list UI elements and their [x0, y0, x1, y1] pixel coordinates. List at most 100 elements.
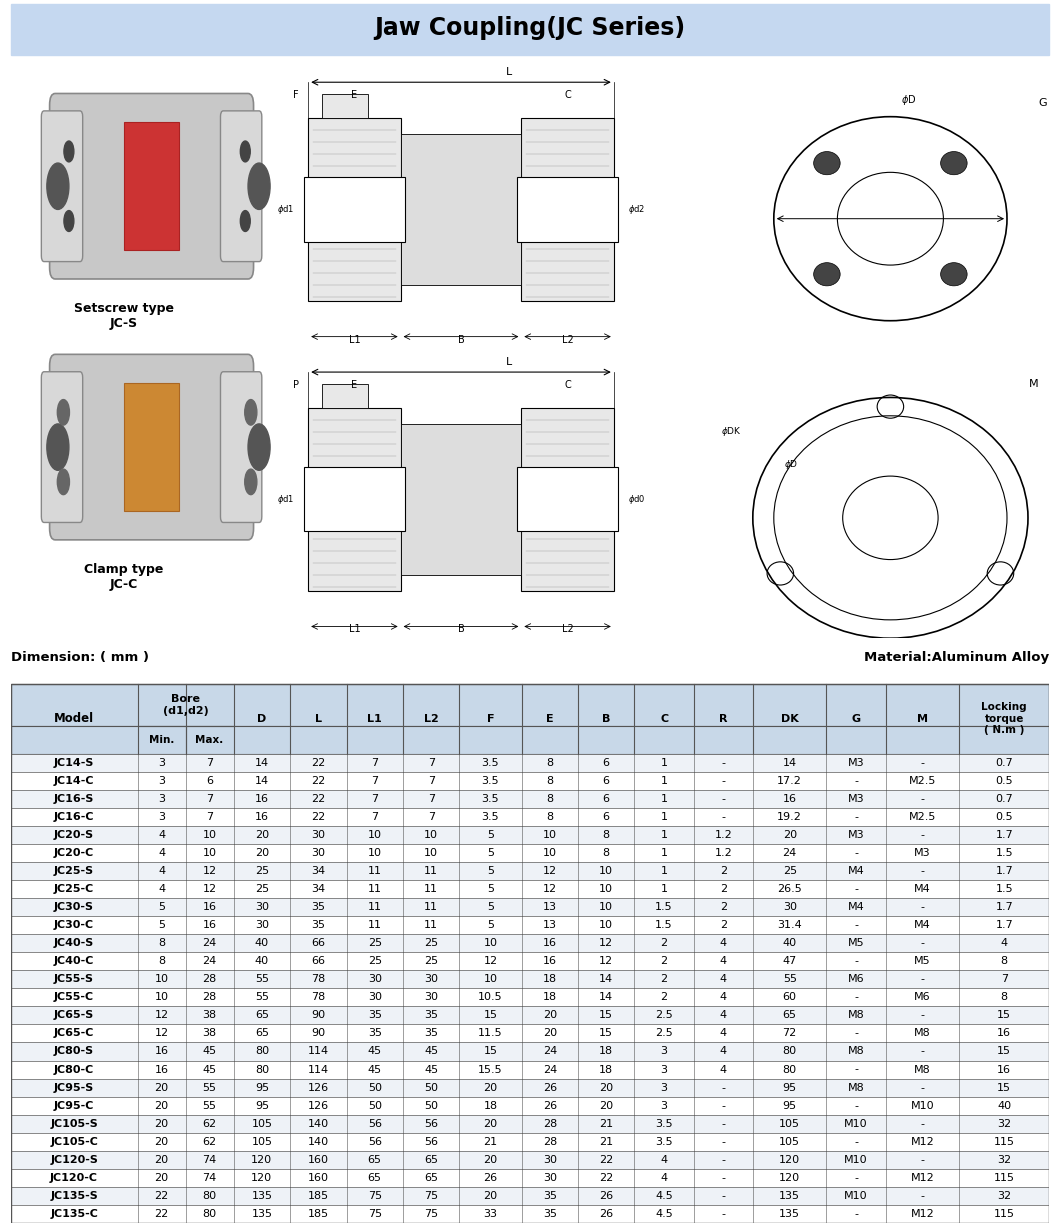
Text: 30: 30	[543, 1155, 556, 1164]
Circle shape	[248, 163, 270, 209]
Text: 56: 56	[424, 1136, 438, 1147]
Text: 16: 16	[254, 794, 269, 804]
Text: 12: 12	[483, 956, 497, 966]
Text: DK: DK	[781, 714, 798, 724]
Text: 1: 1	[660, 884, 668, 894]
Text: M5: M5	[914, 956, 931, 966]
Text: 15: 15	[599, 1029, 614, 1038]
Text: 25: 25	[368, 956, 382, 966]
Text: 75: 75	[368, 1210, 382, 1219]
Text: 10: 10	[155, 992, 169, 1003]
Text: 5: 5	[487, 848, 494, 857]
Text: 62: 62	[202, 1119, 216, 1129]
Text: 3: 3	[660, 1064, 668, 1075]
FancyBboxPatch shape	[50, 93, 253, 279]
Text: 120: 120	[251, 1155, 272, 1164]
Text: 26.5: 26.5	[777, 884, 802, 894]
Text: 5: 5	[487, 830, 494, 840]
Text: M4: M4	[914, 920, 931, 931]
Text: 2: 2	[720, 866, 727, 876]
Text: 135: 135	[779, 1191, 800, 1201]
Text: 15: 15	[997, 1047, 1011, 1057]
Text: 8: 8	[546, 775, 553, 785]
Text: -: -	[722, 1101, 725, 1110]
Text: 140: 140	[307, 1136, 329, 1147]
Text: 114: 114	[307, 1064, 329, 1075]
Text: -: -	[854, 992, 858, 1003]
Text: 16: 16	[543, 938, 556, 948]
Text: 26: 26	[543, 1101, 556, 1110]
Text: 10: 10	[599, 903, 614, 912]
Circle shape	[47, 163, 69, 209]
Text: -: -	[920, 1155, 924, 1164]
Text: 30: 30	[254, 920, 269, 931]
Text: M10: M10	[844, 1119, 868, 1129]
Text: 120: 120	[779, 1155, 800, 1164]
Bar	[124, 383, 179, 511]
Text: 12: 12	[155, 1010, 169, 1020]
Text: M3: M3	[914, 848, 931, 857]
Text: 11: 11	[424, 903, 438, 912]
Text: 12: 12	[155, 1029, 169, 1038]
Text: 45: 45	[202, 1064, 216, 1075]
Text: 0.7: 0.7	[995, 794, 1013, 804]
Text: -: -	[920, 938, 924, 948]
Text: 3.5: 3.5	[481, 794, 499, 804]
Text: 1.5: 1.5	[655, 903, 673, 912]
Text: 10: 10	[483, 975, 497, 985]
Text: 1: 1	[660, 775, 668, 785]
Text: 30: 30	[368, 992, 382, 1003]
Text: B: B	[458, 625, 464, 635]
Text: Clamp type
JC-C: Clamp type JC-C	[85, 563, 163, 591]
Bar	[11, 1114, 1049, 1132]
Text: 22: 22	[312, 757, 325, 768]
Text: 18: 18	[483, 1101, 497, 1110]
Text: 7: 7	[371, 757, 378, 768]
Text: 30: 30	[543, 1173, 556, 1183]
Text: 3: 3	[660, 1101, 668, 1110]
Text: 16: 16	[997, 1064, 1011, 1075]
Text: P: P	[293, 380, 299, 390]
Text: -: -	[722, 812, 725, 822]
FancyBboxPatch shape	[220, 111, 262, 262]
Text: 25: 25	[782, 866, 797, 876]
Text: 7: 7	[371, 775, 378, 785]
Text: 16: 16	[254, 812, 269, 822]
Text: 4: 4	[660, 1155, 668, 1164]
Text: 14: 14	[254, 757, 269, 768]
Text: 115: 115	[993, 1136, 1014, 1147]
Text: 120: 120	[779, 1173, 800, 1183]
Text: 28: 28	[202, 992, 216, 1003]
Text: Material:Aluminum Alloy: Material:Aluminum Alloy	[864, 651, 1049, 664]
Text: JC105-S: JC105-S	[50, 1119, 98, 1129]
Circle shape	[940, 152, 967, 175]
Text: 74: 74	[202, 1173, 216, 1183]
Text: 15: 15	[599, 1010, 614, 1020]
Text: 11: 11	[368, 920, 382, 931]
Text: 105: 105	[779, 1136, 800, 1147]
Text: JC30-S: JC30-S	[54, 903, 94, 912]
Text: 20: 20	[155, 1082, 169, 1092]
Text: 4: 4	[158, 848, 165, 857]
Text: JC30-C: JC30-C	[54, 920, 94, 931]
Text: $\phi$d1: $\phi$d1	[277, 493, 295, 506]
Text: L: L	[506, 357, 512, 367]
Text: 10: 10	[202, 830, 216, 840]
Bar	[11, 1097, 1049, 1114]
Text: 38: 38	[202, 1010, 216, 1020]
Bar	[308, 407, 401, 591]
Text: M8: M8	[848, 1047, 864, 1057]
FancyBboxPatch shape	[50, 355, 253, 539]
Text: 12: 12	[202, 884, 216, 894]
Text: 8: 8	[158, 956, 165, 966]
Circle shape	[57, 470, 70, 494]
Text: 135: 135	[779, 1210, 800, 1219]
Text: M6: M6	[914, 992, 931, 1003]
Text: R: R	[719, 714, 727, 724]
Text: JC95-S: JC95-S	[54, 1082, 94, 1092]
Text: M: M	[917, 714, 928, 724]
Text: M8: M8	[848, 1082, 864, 1092]
Text: 38: 38	[202, 1029, 216, 1038]
Text: 4: 4	[720, 956, 727, 966]
Text: M12: M12	[911, 1210, 934, 1219]
